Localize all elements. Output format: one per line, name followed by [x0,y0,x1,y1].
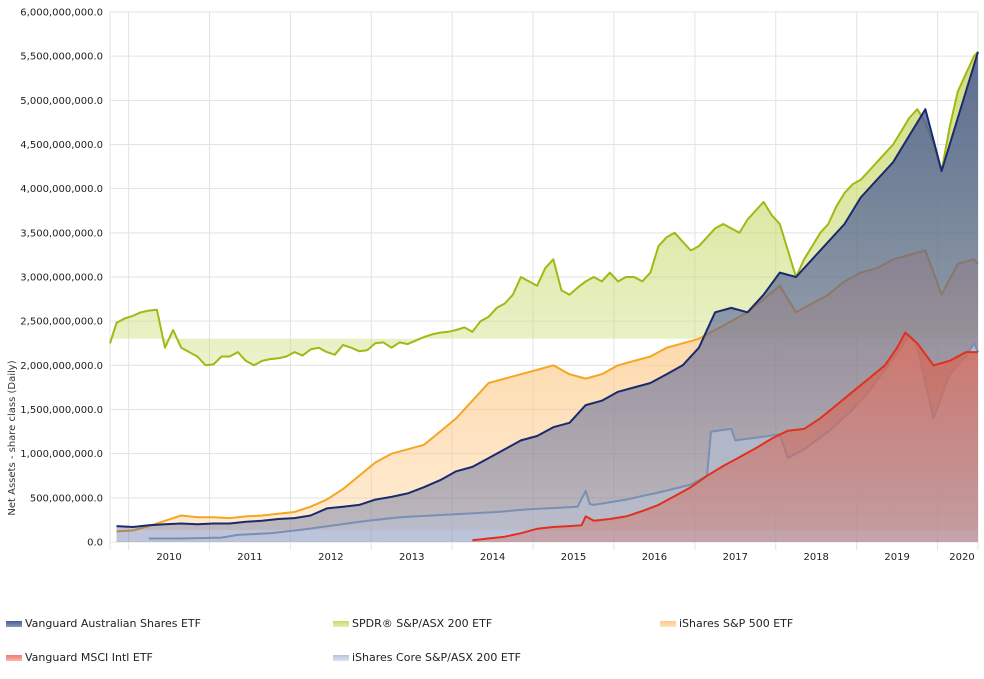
y-tick-label: 5,000,000,000.0 [20,96,103,107]
y-tick-label: 2,500,000,000.0 [20,317,103,328]
y-tick-label: 1,500,000,000.0 [20,405,103,416]
y-tick-label: 0.0 [87,538,103,549]
y-tick-label: 4,000,000,000.0 [20,184,103,195]
x-tick-label: 2011 [237,552,262,563]
series-line-vanguard-msci-intl-etf [472,331,978,542]
y-tick-label: 2,000,000,000.0 [20,361,103,372]
y-tick-label: 5,500,000,000.0 [20,52,103,63]
series-area-vanguard-australian-shares-etf [116,51,978,543]
series-layer [109,51,979,543]
legend-label: iShares S&P 500 ETF [679,617,794,630]
y-tick-label: 3,500,000,000.0 [20,228,103,239]
legend-label: Vanguard Australian Shares ETF [25,617,201,630]
y-axis-label: Net Assets - share class (Daily) [7,360,18,515]
legend-item-ishares-core-asx-200[interactable]: iShares Core S&P/ASX 200 ETF [333,651,521,664]
legend-label: SPDR® S&P/ASX 200 ETF [352,617,493,630]
x-tick-label: 2014 [480,552,505,563]
x-tick-label: 2020 [949,552,974,563]
x-tick-label: 2015 [561,552,586,563]
y-tick-label: 500,000,000.0 [30,493,103,504]
legend-swatch [6,654,22,661]
x-tick-label: 2013 [399,552,424,563]
legend-item-vanguard-msci-intl[interactable]: Vanguard MSCI Intl ETF [6,651,153,664]
axes: 0.0 500,000,000.0 1,000,000,000.0 1,500,000… [20,8,974,564]
x-tick-label: 2018 [803,552,828,563]
x-tick-label: 2016 [642,552,667,563]
x-tick-label: 2017 [723,552,748,563]
x-tick-label: 2010 [156,552,181,563]
legend: Vanguard Australian Shares ETF SPDR® S&P… [0,612,984,672]
chart: 0.0 500,000,000.0 1,000,000,000.0 1,500,000… [7,8,979,564]
y-tick-label: 6,000,000,000.0 [20,8,103,19]
series-area-spdr-s-p-asx-200-etf [110,51,978,366]
x-tick-label: 2012 [318,552,343,563]
legend-label: Vanguard MSCI Intl ETF [25,651,153,664]
y-tick-label: 4,500,000,000.0 [20,140,103,151]
legend-swatch [333,654,349,661]
legend-item-vanguard-australian-shares[interactable]: Vanguard Australian Shares ETF [6,617,201,630]
y-tick-label: 1,000,000,000.0 [20,449,103,460]
legend-swatch [333,620,349,627]
legend-swatch [660,620,676,627]
legend-label: iShares Core S&P/ASX 200 ETF [352,651,521,664]
series-line-spdr-s-p-asx-200-etf [109,51,979,367]
y-tick-label: 3,000,000,000.0 [20,273,103,284]
legend-item-ishares-sp500[interactable]: iShares S&P 500 ETF [660,617,793,630]
series-line-vanguard-australian-shares-etf [116,51,979,528]
series-area-vanguard-msci-intl-etf [472,332,978,542]
legend-swatch [6,620,22,627]
x-tick-label: 2019 [884,552,909,563]
legend-item-spdr-asx-200[interactable]: SPDR® S&P/ASX 200 ETF [333,617,492,630]
